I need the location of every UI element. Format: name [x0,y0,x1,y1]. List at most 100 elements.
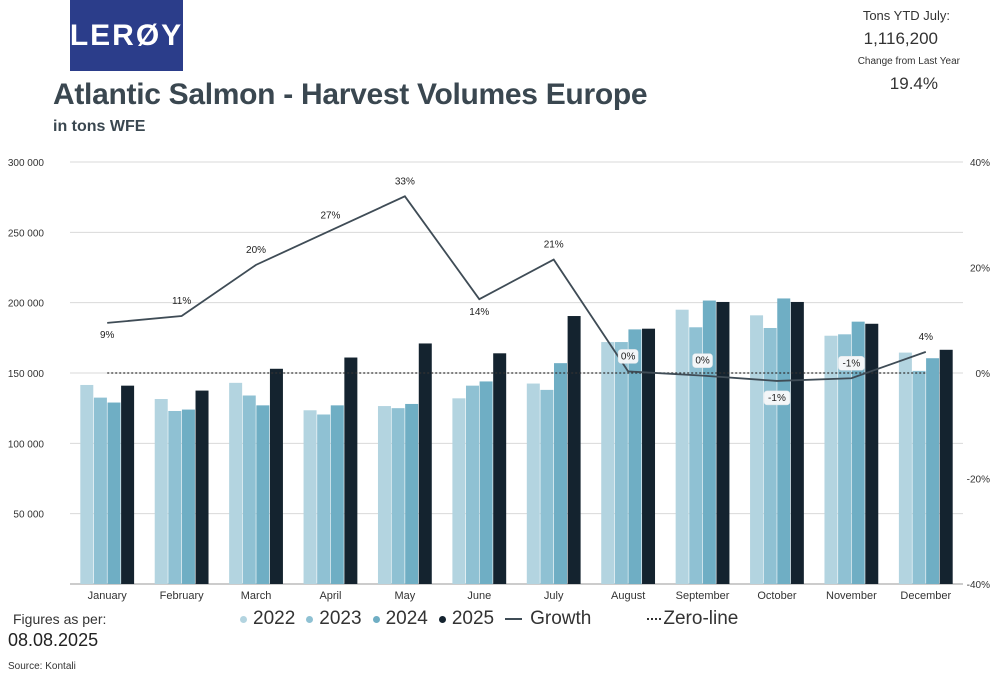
legend-line-zero [647,618,662,620]
bar-2023-february [168,410,182,584]
source-note: Source: Kontali [8,661,76,672]
chart-subtitle: in tons WFE [53,118,146,135]
growth-data-label: -1% [768,393,786,404]
bar-2022-april [303,410,317,584]
x-tick-label: July [544,590,564,602]
x-tick-label: February [160,590,205,602]
bar-2025-june [493,353,507,584]
y-right-tick-label: 20% [970,264,990,275]
legend-label-2024: 2024 [385,608,428,629]
x-tick-label: August [611,590,645,602]
growth-label-bg [763,390,791,406]
y-left-tick-label: 200 000 [8,299,45,310]
bar-2025-march [269,368,283,584]
legend-label-2023: 2023 [319,608,362,629]
bar-2023-october [763,327,777,584]
bar-2024-august [628,329,642,584]
y-right-tick-label: 40% [970,158,990,169]
bar-2023-august [614,342,628,584]
bar-2022-december [898,352,912,584]
y-left-tick-label: 250 000 [8,228,45,239]
bar-2024-march [256,405,270,584]
x-tick-label: October [757,590,796,602]
bar-2025-november [865,323,879,584]
change-value: 19.4% [889,74,938,93]
legend-item-2023: 2023 [306,608,362,630]
bar-2022-june [452,398,466,584]
leroy-logo: LERØY [70,0,183,71]
bar-2025-february [195,390,209,584]
y-left-tick-label: 300 000 [8,158,45,169]
bar-2022-september [675,309,689,584]
y-left-tick-label: 100 000 [8,439,45,450]
legend-dot-2022 [240,615,247,623]
harvest-chart: 50 000 100 000 150 000 200 000 250 000 300 00… [8,158,990,602]
bar-2024-june [479,381,493,584]
bar-2022-november [824,335,838,584]
legend-label-zero: Zero-line [663,608,739,629]
growth-label-bg [838,356,865,371]
growth-line [107,195,927,382]
x-tick-label: November [826,590,877,602]
bar-2022-october [750,315,764,584]
bar-2024-september [702,300,716,584]
ytd-value: 1,116,200 [863,29,938,48]
bar-2025-july [567,316,581,584]
y-right-tick-label: -40% [967,580,990,591]
bar-2022-july [526,383,540,584]
bar-2024-july [554,363,568,584]
bar-2025-august [642,328,656,584]
bar-2023-september [689,327,703,584]
growth-data-label: 33% [395,176,415,187]
bar-2022-january [80,384,94,584]
bar-2023-january [93,397,107,584]
bar-2025-january [121,385,135,584]
bar-2022-may [377,406,391,584]
bar-2022-february [154,399,168,584]
bar-2023-november [838,334,852,584]
y-left-tick-label: 50 000 [13,510,44,521]
legend-label-2022: 2022 [253,608,296,629]
bar-2022-august [601,342,615,584]
bar-2023-april [317,414,331,584]
legend-label-2025: 2025 [451,608,495,629]
growth-label-bg [692,353,713,368]
x-tick-label: March [241,590,272,602]
bar-2024-february [181,409,195,584]
figures-as-per-label: Figures as per: [13,611,107,627]
x-tick-label: September [676,590,730,602]
growth-data-label: -1% [842,358,860,369]
bar-2023-july [540,389,554,584]
y-left-tick-label: 150 000 [8,369,45,380]
bar-2023-may [391,408,405,584]
y-right-tick-label: -20% [967,475,990,486]
x-tick-label: May [394,590,415,602]
growth-data-label: 21% [544,240,564,251]
bar-2024-november [851,321,865,584]
legend-item-2024: 2024 [372,608,428,630]
growth-data-label: 11% [172,296,191,307]
bar-2023-december [912,370,926,584]
legend-item-2025: 2025 [438,608,495,630]
growth-data-label: 0% [695,356,710,367]
growth-data-label: 27% [320,211,340,222]
legend-item-growth: Growth [505,608,591,630]
bar-2025-may [418,343,432,584]
growth-data-label: 9% [100,330,115,341]
bar-2025-october [790,301,804,584]
legend-item-2022: 2022 [240,608,295,630]
bar-2025-april [344,357,358,584]
growth-label-bg [617,349,639,364]
growth-data-label: 4% [919,332,934,343]
legend-dot-2023 [306,615,314,623]
legend-item-zero-line: Zero-line [647,608,738,630]
bar-2024-may [405,403,419,584]
logo-text: LERØY [69,18,184,52]
chart-legend: 2022 2023 2024 2025 Growth Zero-line [240,608,749,630]
bar-2024-january [107,402,121,584]
growth-data-label: 0% [621,351,636,362]
legend-line-growth [505,618,523,620]
bar-2025-december [939,349,953,584]
bar-2024-december [926,358,940,584]
change-label: Change from Last Year [857,56,960,67]
